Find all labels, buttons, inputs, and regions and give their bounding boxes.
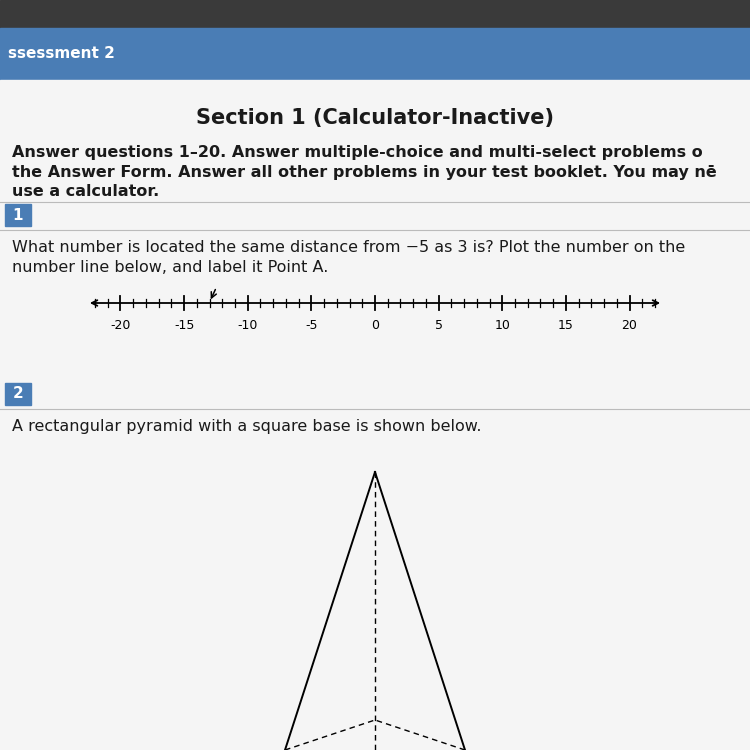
Text: number line below, and label it Point A.: number line below, and label it Point A. — [12, 260, 328, 274]
Text: 5: 5 — [435, 319, 442, 332]
Text: 15: 15 — [558, 319, 574, 332]
Text: use a calculator.: use a calculator. — [12, 184, 159, 200]
Text: 20: 20 — [622, 319, 638, 332]
Text: -20: -20 — [110, 319, 130, 332]
Bar — [0, 28, 750, 80]
Bar — [5, 204, 31, 226]
Text: 1: 1 — [13, 208, 23, 223]
Bar — [0, 80, 750, 750]
Bar — [5, 383, 31, 405]
Text: What number is located the same distance from −5 as 3 is? Plot the number on the: What number is located the same distance… — [12, 241, 686, 256]
Text: -5: -5 — [305, 319, 317, 332]
Text: ssessment 2: ssessment 2 — [8, 46, 115, 62]
Text: Section 1 (Calculator-Inactive): Section 1 (Calculator-Inactive) — [196, 108, 554, 128]
Text: 10: 10 — [494, 319, 510, 332]
Bar — [0, 0, 750, 28]
Text: A rectangular pyramid with a square base is shown below.: A rectangular pyramid with a square base… — [12, 419, 482, 434]
Text: Answer questions 1–20. Answer multiple-choice and multi-select problems o: Answer questions 1–20. Answer multiple-c… — [12, 145, 703, 160]
Text: 0: 0 — [371, 319, 379, 332]
Text: the Answer Form. Answer all other problems in your test booklet. You may nē: the Answer Form. Answer all other proble… — [12, 164, 717, 179]
Text: -10: -10 — [238, 319, 258, 332]
Text: 2: 2 — [13, 386, 23, 401]
Text: -15: -15 — [174, 319, 194, 332]
